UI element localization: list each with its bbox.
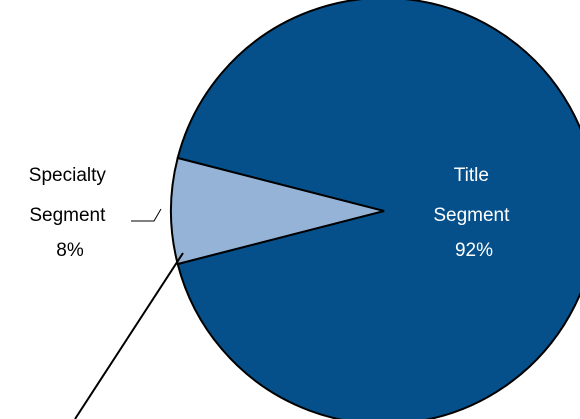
- pie-slices: [170, 0, 580, 419]
- title-segment-label: Title Segment 92%: [433, 165, 514, 261]
- title-segment-label-line-2: Segment: [433, 205, 510, 226]
- pie-connectors: [74, 208, 184, 419]
- specialty-segment-label-line-2: Segment: [29, 205, 106, 226]
- specialty-segment-value: 8%: [56, 240, 84, 261]
- title-segment-value: 92%: [455, 240, 493, 261]
- title-slice-pointer-line: [74, 252, 184, 419]
- specialty-slice-leader-line: [131, 208, 162, 222]
- specialty-segment-label-line-1: Specialty: [29, 165, 107, 186]
- title-segment-label-line-1: Title: [454, 165, 489, 186]
- specialty-segment-label: Specialty Segment 8%: [29, 165, 111, 261]
